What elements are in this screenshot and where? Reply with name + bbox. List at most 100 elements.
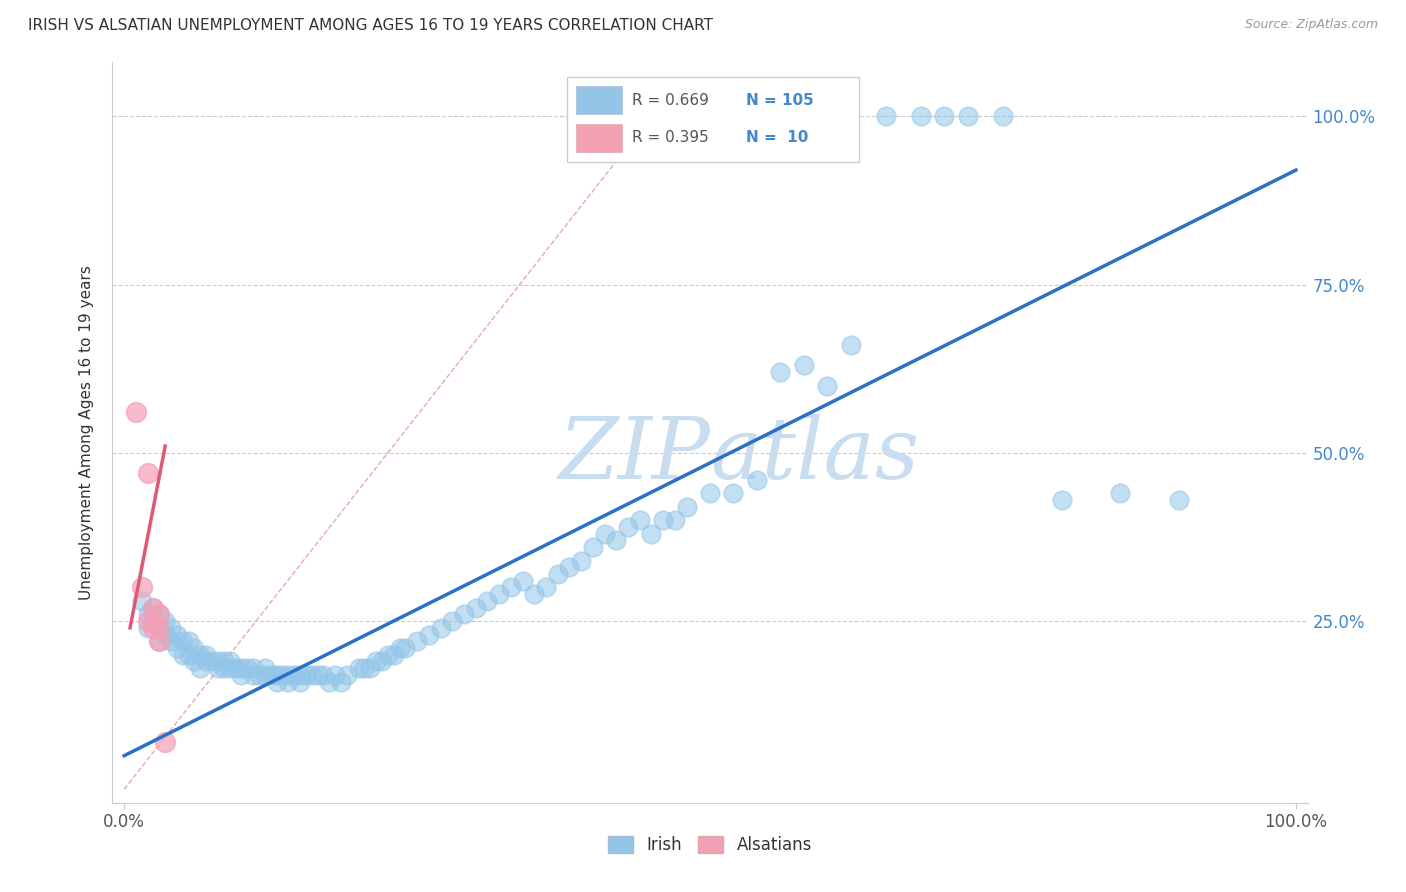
Point [558, 560, 581, 574]
Point [1050, 492, 1073, 507]
Point [723, 486, 745, 500]
Point [148, 621, 170, 635]
Point [1167, 492, 1189, 507]
Point [231, 668, 253, 682]
Point [353, 661, 375, 675]
Point [225, 661, 247, 675]
Point [142, 600, 165, 615]
Point [330, 674, 353, 689]
Point [769, 365, 792, 379]
Point [534, 581, 557, 595]
Point [956, 109, 979, 123]
Point [418, 627, 440, 641]
Point [512, 574, 534, 588]
Point [295, 668, 318, 682]
Point [271, 668, 294, 682]
Point [815, 378, 838, 392]
Point [652, 513, 675, 527]
Point [136, 614, 159, 628]
Point [166, 627, 188, 641]
Text: R = 0.669: R = 0.669 [633, 93, 709, 108]
Point [172, 648, 194, 662]
Point [359, 661, 381, 675]
Point [366, 655, 388, 669]
Point [318, 674, 340, 689]
Point [155, 735, 177, 749]
FancyBboxPatch shape [567, 78, 859, 162]
Point [388, 640, 411, 655]
Point [547, 566, 569, 581]
Point [464, 600, 486, 615]
Point [605, 533, 627, 548]
Point [477, 594, 499, 608]
Text: N = 105: N = 105 [747, 93, 814, 108]
Point [377, 648, 399, 662]
Point [301, 668, 323, 682]
Point [523, 587, 546, 601]
Point [699, 486, 721, 500]
Point [247, 668, 270, 682]
Point [991, 109, 1014, 123]
FancyBboxPatch shape [576, 87, 621, 114]
Point [131, 581, 153, 595]
Point [277, 674, 299, 689]
Point [195, 648, 218, 662]
Point [155, 614, 177, 628]
Point [177, 648, 200, 662]
Point [148, 607, 170, 622]
Point [675, 500, 697, 514]
Legend: Irish, Alsatians: Irish, Alsatians [602, 830, 818, 861]
Point [288, 674, 311, 689]
Point [253, 668, 276, 682]
Point [212, 655, 235, 669]
FancyBboxPatch shape [576, 124, 621, 152]
Point [148, 607, 170, 622]
Point [382, 648, 405, 662]
Point [148, 621, 170, 635]
Point [347, 661, 370, 675]
Text: IRISH VS ALSATIAN UNEMPLOYMENT AMONG AGES 16 TO 19 YEARS CORRELATION CHART: IRISH VS ALSATIAN UNEMPLOYMENT AMONG AGE… [28, 18, 713, 33]
Point [745, 473, 768, 487]
Point [277, 668, 299, 682]
Point [236, 661, 259, 675]
Point [212, 661, 235, 675]
Point [148, 634, 170, 648]
Point [394, 640, 416, 655]
Point [242, 661, 264, 675]
Point [266, 674, 288, 689]
Point [488, 587, 510, 601]
Point [188, 648, 212, 662]
Text: R = 0.395: R = 0.395 [633, 130, 709, 145]
Point [323, 668, 346, 682]
Point [617, 520, 640, 534]
Point [136, 607, 159, 622]
Point [499, 581, 522, 595]
Point [253, 661, 276, 675]
Point [166, 640, 188, 655]
Point [406, 634, 429, 648]
Point [266, 668, 288, 682]
Point [172, 634, 194, 648]
Point [142, 621, 165, 635]
Point [195, 655, 218, 669]
Point [242, 668, 264, 682]
Point [155, 627, 177, 641]
Text: Source: ZipAtlas.com: Source: ZipAtlas.com [1244, 18, 1378, 31]
Point [160, 621, 183, 635]
Point [207, 655, 229, 669]
Point [441, 614, 464, 628]
Point [125, 405, 148, 419]
Point [177, 634, 200, 648]
Point [183, 640, 205, 655]
Point [307, 668, 329, 682]
Point [288, 668, 311, 682]
Point [183, 655, 205, 669]
Text: atlas: atlas [710, 414, 920, 496]
Point [453, 607, 475, 622]
Point [664, 513, 686, 527]
Point [934, 109, 956, 123]
Y-axis label: Unemployment Among Ages 16 to 19 years: Unemployment Among Ages 16 to 19 years [79, 265, 94, 600]
Text: N =  10: N = 10 [747, 130, 808, 145]
Point [312, 668, 335, 682]
Point [569, 553, 592, 567]
